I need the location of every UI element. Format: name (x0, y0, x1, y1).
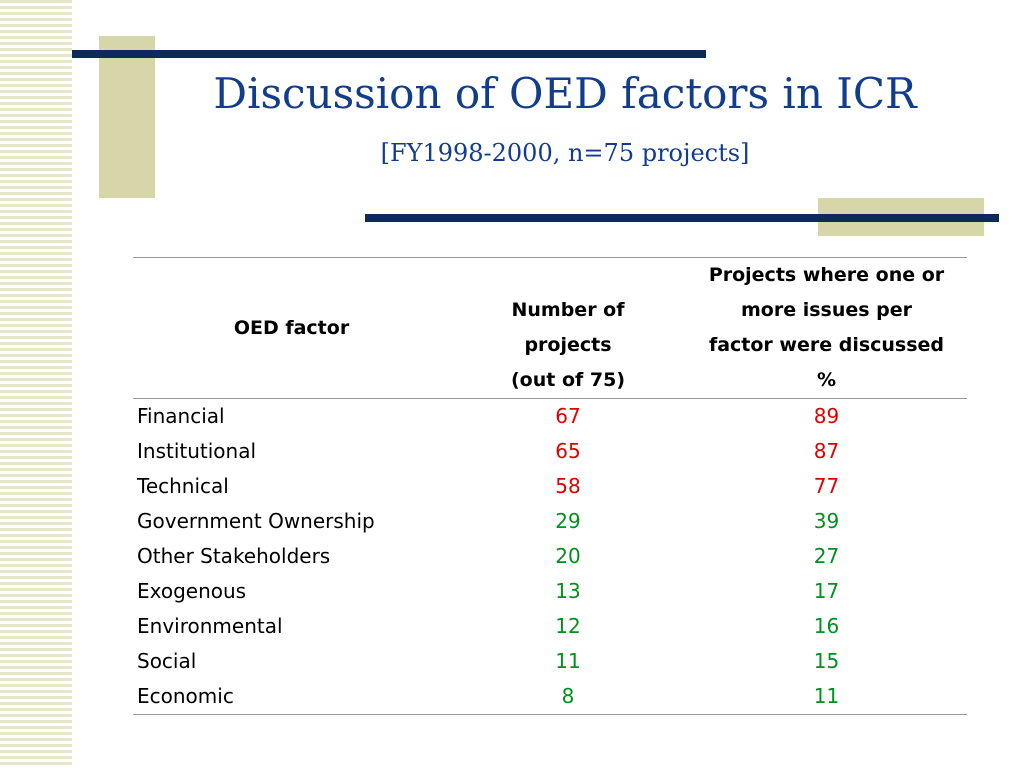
pct-cell: 89 (813, 404, 840, 428)
table-row: Exogenous 13 17 (133, 574, 967, 609)
pct-cell: 77 (813, 474, 840, 498)
factor-cell: Other Stakeholders (137, 544, 331, 568)
header-pct-line3: factor were discussed (708, 334, 945, 356)
table-row: Environmental 12 16 (133, 609, 967, 644)
header-oed-factor-label: OED factor (233, 316, 350, 339)
pct-cell: 17 (813, 579, 840, 603)
left-stripe-decoration (0, 0, 72, 768)
header-pct-line4: % (816, 369, 837, 391)
header-number-line2: projects (524, 334, 612, 356)
slide-subtitle: [FY1998-2000, n=75 projects] (380, 139, 750, 167)
factor-cell: Institutional (137, 439, 257, 463)
table-row: Economic 8 11 (133, 679, 967, 715)
table-header-row: OED factor Number of projects (out of 75… (133, 257, 967, 399)
header-oed-factor: OED factor (133, 257, 450, 399)
number-cell: 65 (555, 439, 581, 463)
pct-cell: 16 (813, 614, 840, 638)
table-row: Technical 58 77 (133, 469, 967, 504)
number-cell: 11 (555, 649, 581, 673)
table-body: Financial 67 89 Institutional 65 87 Tech… (133, 399, 967, 715)
pct-cell: 39 (813, 509, 840, 533)
table-row: Institutional 65 87 (133, 434, 967, 469)
header-projects-discussed-pct: Projects where one or more issues per fa… (686, 257, 967, 399)
table-row: Other Stakeholders 20 27 (133, 539, 967, 574)
number-cell: 20 (555, 544, 581, 568)
number-cell: 12 (555, 614, 581, 638)
pct-cell: 87 (813, 439, 840, 463)
table-row: Government Ownership 29 39 (133, 504, 967, 539)
factor-cell: Technical (137, 474, 229, 498)
header-number-line1: Number of (511, 299, 625, 321)
pct-cell: 15 (813, 649, 840, 673)
oed-factors-table: OED factor Number of projects (out of 75… (133, 257, 967, 715)
table-row: Social 11 15 (133, 644, 967, 679)
table-row: Financial 67 89 (133, 399, 967, 435)
number-cell: 29 (555, 509, 581, 533)
number-cell: 8 (450, 679, 686, 715)
navy-rule-bottom (365, 214, 999, 222)
tan-accent-block-top (99, 36, 155, 198)
number-cell: 67 (555, 404, 581, 428)
factor-cell: Environmental (137, 614, 283, 638)
pct-cell: 11 (686, 679, 967, 715)
number-cell: 58 (555, 474, 581, 498)
header-number-line3: (out of 75) (510, 369, 626, 391)
factor-cell: Financial (137, 404, 225, 428)
pct-cell: 27 (813, 544, 840, 568)
navy-rule-top (72, 50, 706, 58)
header-pct-line2: more issues per (740, 299, 913, 321)
factor-cell: Government Ownership (137, 509, 375, 533)
factor-cell: Social (137, 649, 197, 673)
number-cell: 13 (555, 579, 581, 603)
factor-cell: Exogenous (137, 579, 247, 603)
header-pct-line1: Projects where one or (708, 264, 945, 286)
header-number-of-projects: Number of projects (out of 75) (450, 257, 686, 399)
slide-title: Discussion of OED factors in ICR (213, 69, 917, 118)
factor-cell: Economic (133, 679, 450, 715)
